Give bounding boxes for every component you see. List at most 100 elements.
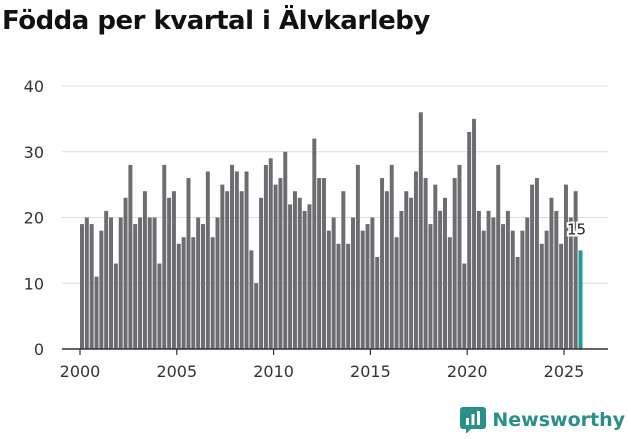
bar — [438, 210, 443, 349]
bar — [462, 263, 467, 349]
bar — [346, 243, 351, 349]
x-tick-label: 2000 — [60, 362, 101, 381]
bar — [399, 210, 404, 349]
bar — [505, 210, 510, 349]
bar — [201, 224, 205, 349]
bar — [249, 250, 254, 349]
bar — [225, 191, 230, 349]
bar — [205, 171, 210, 349]
bar — [167, 197, 172, 349]
bar — [413, 171, 418, 349]
bar — [326, 230, 331, 349]
data-labels: 15 — [565, 218, 588, 240]
bar — [467, 132, 472, 349]
bar — [133, 224, 138, 349]
bar-chart-logo-icon — [460, 407, 487, 433]
bar — [215, 217, 220, 349]
x-tick-label: 2025 — [544, 362, 585, 381]
bar — [297, 197, 302, 349]
bar — [259, 197, 264, 349]
bar — [355, 164, 360, 349]
bar — [181, 237, 186, 349]
bar — [481, 230, 486, 349]
bar — [80, 224, 84, 349]
bar — [176, 243, 181, 349]
bar — [501, 224, 506, 349]
bar — [152, 217, 157, 349]
bars — [80, 112, 583, 349]
bar — [423, 178, 428, 349]
bar — [220, 184, 225, 349]
bar — [573, 191, 578, 349]
bar — [336, 243, 341, 349]
bar — [525, 217, 530, 349]
bar — [476, 210, 481, 349]
y-tick-label: 10 — [24, 274, 44, 293]
bar — [559, 243, 564, 349]
bar — [302, 210, 307, 349]
bar — [263, 164, 268, 349]
bar — [389, 164, 394, 349]
bar — [89, 224, 94, 349]
bar — [351, 217, 356, 349]
bar — [157, 263, 162, 349]
bar — [452, 178, 457, 349]
chart-title: Födda per kvartal i Älvkarleby — [2, 6, 430, 36]
bar — [254, 283, 259, 349]
bar — [317, 178, 322, 349]
newsworthy-brand: Newsworthy — [460, 407, 625, 433]
bar — [142, 191, 147, 349]
last-value-label: 15 — [567, 220, 586, 238]
bar — [510, 230, 515, 349]
bar — [234, 171, 239, 349]
bar — [409, 197, 414, 349]
bar — [128, 164, 133, 349]
bar — [472, 118, 477, 349]
bar — [360, 230, 365, 349]
x-tick-label: 2020 — [447, 362, 488, 381]
y-tick-label: 0 — [34, 340, 44, 359]
bar — [549, 197, 554, 349]
bar — [428, 224, 433, 349]
bar — [447, 237, 452, 349]
y-axis: 0 10 20 30 40 — [24, 77, 44, 359]
bar — [443, 197, 447, 349]
bar — [534, 178, 539, 349]
bar — [244, 171, 249, 349]
x-tick-label: 2010 — [253, 362, 294, 381]
bar — [457, 164, 462, 349]
bar — [496, 164, 501, 349]
bar — [138, 217, 143, 349]
bar — [210, 237, 215, 349]
bar — [283, 151, 288, 349]
bar — [118, 217, 123, 349]
bar — [147, 217, 152, 349]
bar — [433, 184, 438, 349]
bar — [544, 230, 549, 349]
bar — [186, 178, 191, 349]
bar — [94, 276, 99, 349]
x-axis: 2000 2005 2010 2015 2020 2025 — [60, 348, 608, 381]
bar — [292, 191, 297, 349]
bar — [288, 204, 293, 349]
bar — [394, 237, 399, 349]
bar — [491, 217, 496, 349]
bar — [278, 178, 283, 349]
bar — [520, 230, 525, 349]
bar — [123, 197, 128, 349]
bar — [273, 184, 278, 349]
bar — [331, 217, 336, 349]
bar — [530, 184, 535, 349]
x-tick-label: 2005 — [156, 362, 197, 381]
bar — [341, 191, 346, 349]
bar — [564, 184, 568, 349]
bar — [365, 224, 370, 349]
bar — [84, 217, 89, 349]
x-tick-label: 2015 — [350, 362, 391, 381]
bar — [162, 164, 167, 349]
bar — [191, 237, 196, 349]
bar — [104, 210, 109, 349]
bar — [578, 250, 583, 349]
bar — [312, 138, 317, 349]
